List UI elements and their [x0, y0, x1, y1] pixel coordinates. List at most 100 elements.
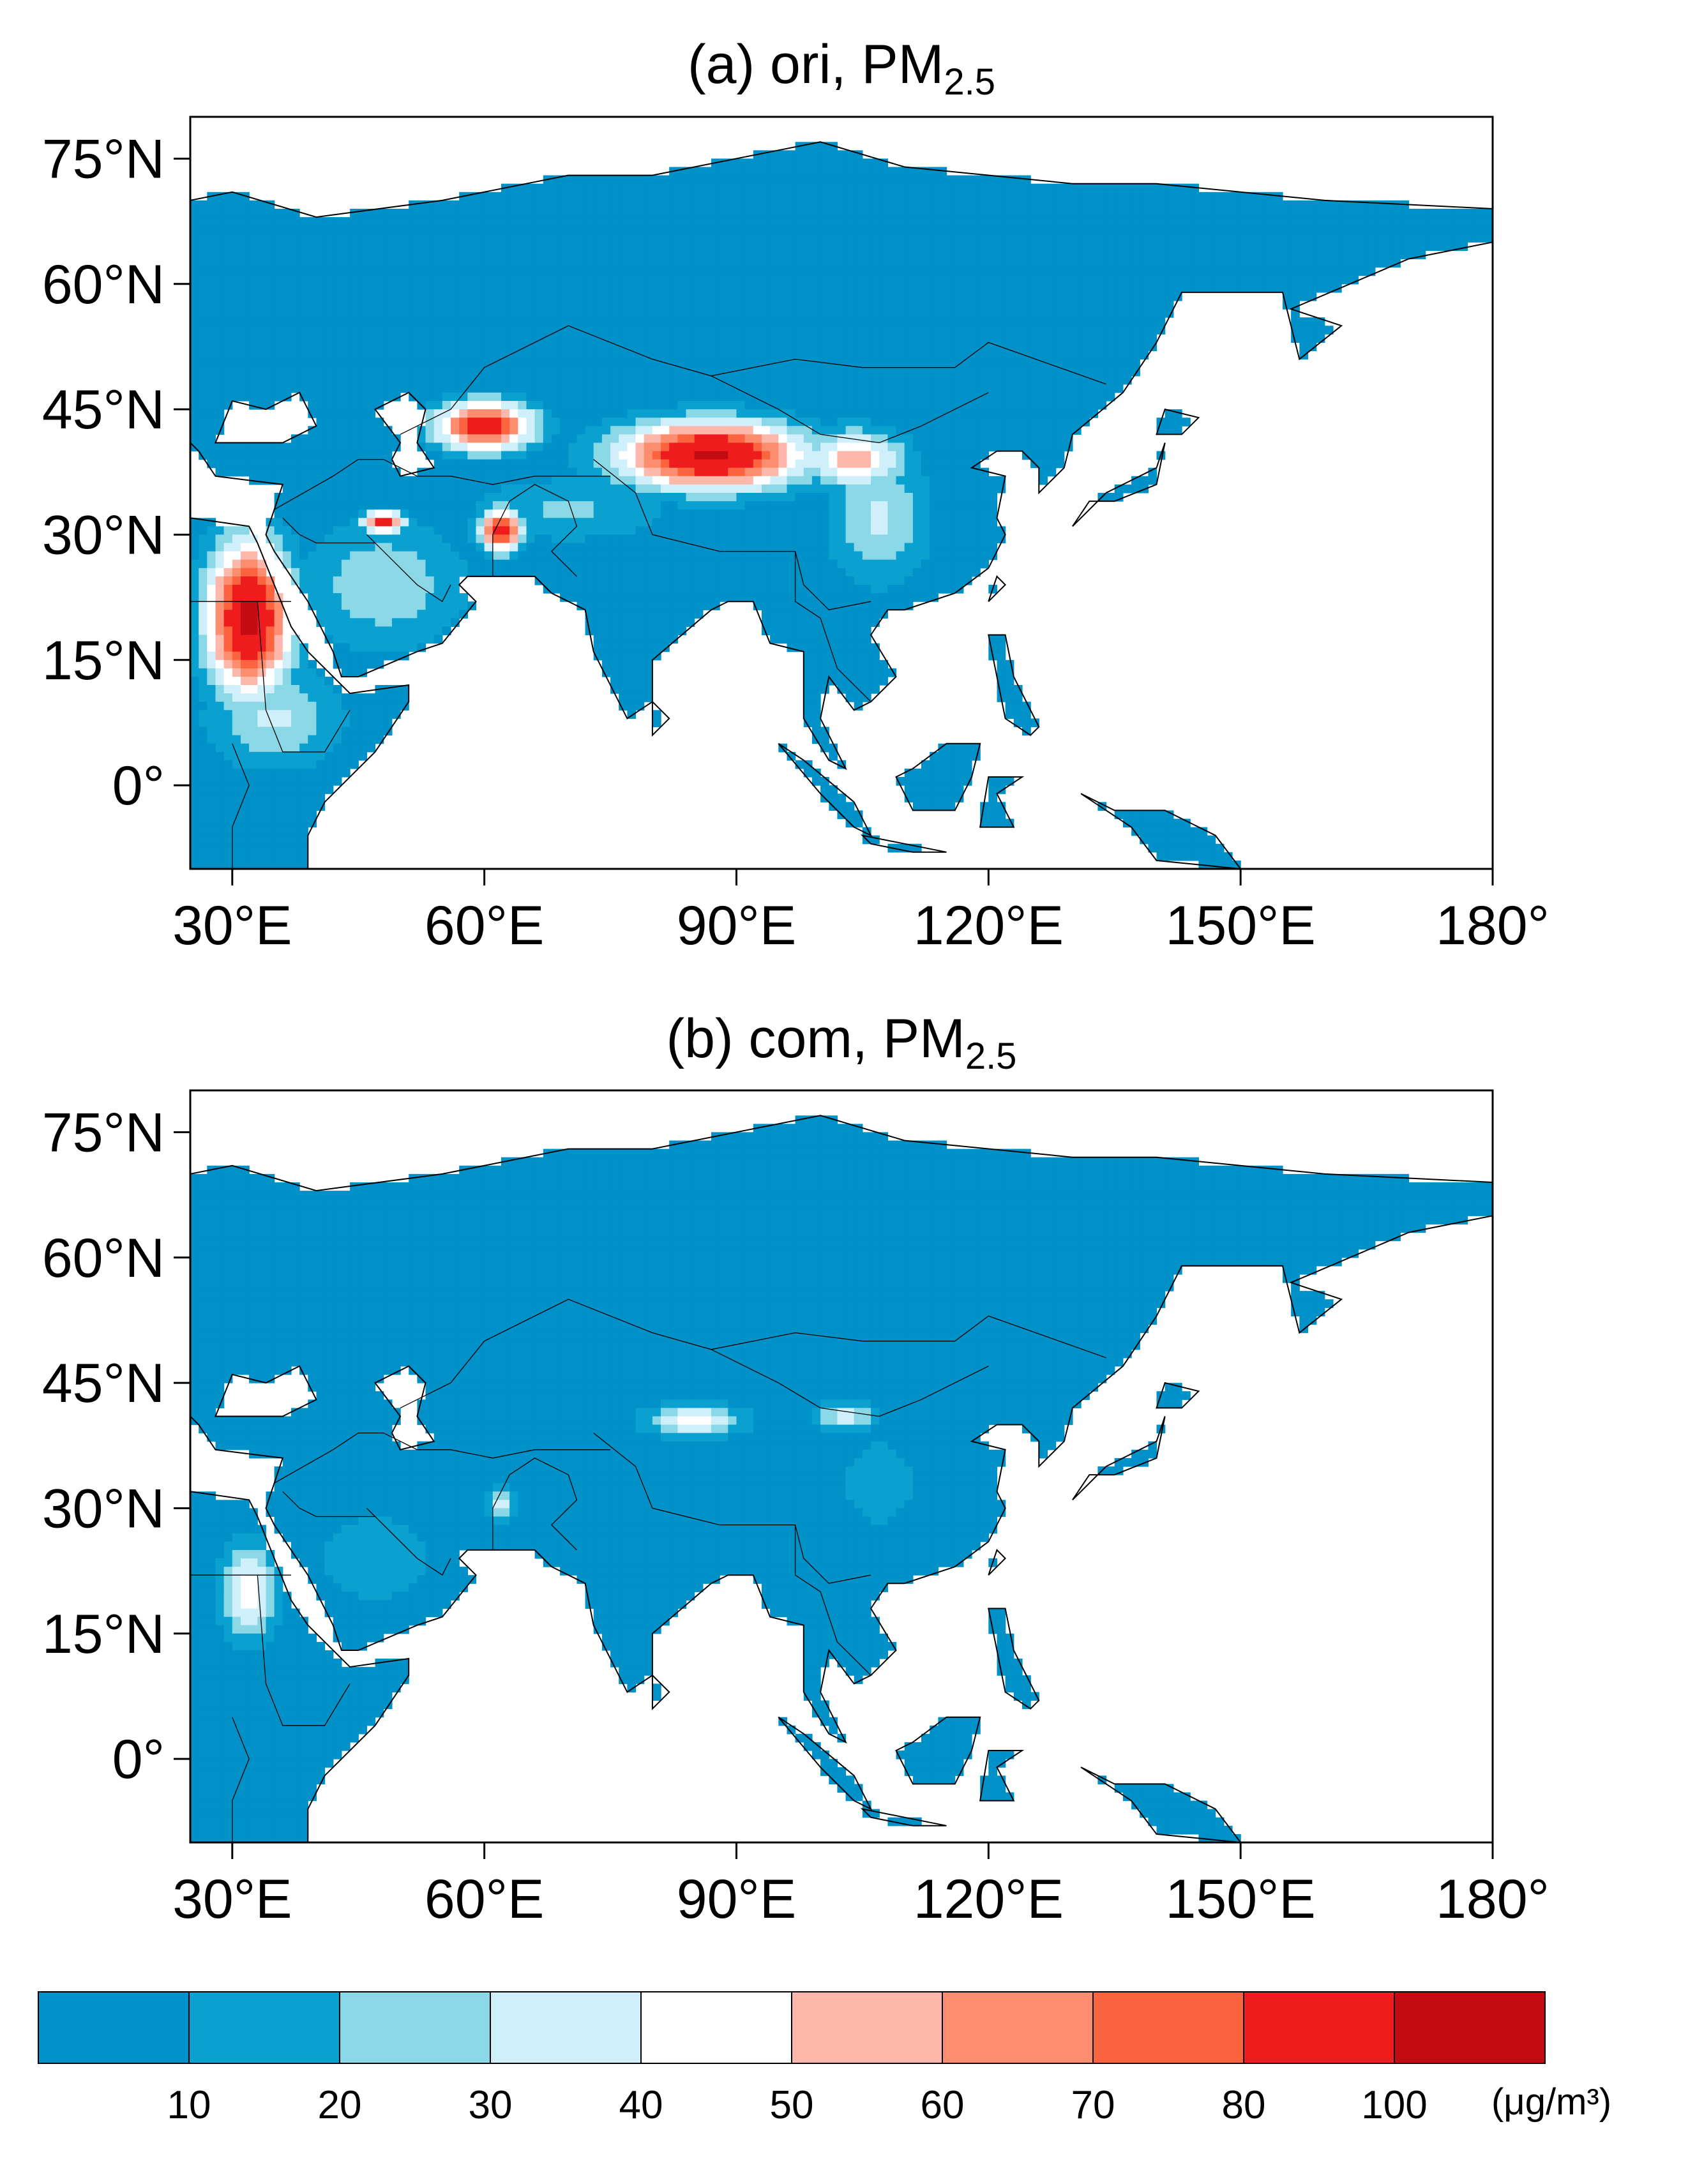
colorbar-box [791, 1991, 943, 2064]
panel-b-map-frame [189, 1089, 1494, 1844]
panel-b-coastlines [190, 1115, 1493, 1842]
coastline-japan [1072, 1416, 1166, 1501]
coastline-sulawesi [979, 776, 1025, 828]
coastline-japan [1072, 442, 1166, 527]
colorbar-label: 30 [469, 2083, 513, 2127]
y-tick-label: 0° [112, 755, 165, 817]
panel-b: (b) com, PM2.5 30°E 60°E 90°E 120°E 150°E 180… [42, 1008, 1549, 1930]
panel-b-title-subscript: 2.5 [965, 1036, 1017, 1077]
country-border [593, 1433, 871, 1584]
y-tick-label: 60°N [42, 254, 165, 315]
colorbar-label: 100 [1361, 2083, 1427, 2127]
country-border [366, 1507, 451, 1576]
colorbar-box [339, 1991, 491, 2064]
country-border [794, 551, 871, 702]
country-border [232, 1717, 250, 1842]
panel-b-y-axis: 75°N 60°N 45°N 30°N 15°N 0° [42, 1102, 190, 1790]
colorbar: 10 20 30 40 50 60 70 80 100 (μg/m³) [38, 1991, 1611, 2127]
y-tick-label: 30°N [42, 1478, 165, 1539]
x-tick-label: 30°E [172, 1869, 292, 1930]
panel-a-coastlines [190, 141, 1493, 869]
x-tick-label: 120°E [914, 1869, 1064, 1930]
x-tick-label: 150°E [1166, 895, 1316, 956]
y-tick-label: 75°N [42, 1102, 165, 1163]
y-tick-label: 30°N [42, 504, 165, 566]
country-border [282, 517, 375, 544]
country-border [711, 375, 989, 444]
x-tick-label: 30°E [172, 895, 292, 956]
colorbar-box [38, 1991, 190, 2064]
coastline-africa [190, 517, 410, 869]
x-tick-label: 180° [1436, 1869, 1549, 1930]
panel-b-x-axis: 30°E 60°E 90°E 120°E 150°E 180° [172, 1842, 1549, 1930]
colorbar-box [942, 1991, 1094, 2064]
coastline-sri-lanka [651, 700, 670, 737]
country-border [274, 458, 611, 510]
colorbar-label: 60 [921, 2083, 965, 2127]
country-border [282, 1491, 375, 1518]
coastline-philippines [988, 634, 1040, 736]
coastline-africa [190, 1491, 410, 1842]
country-border [492, 1457, 578, 1551]
coastline-borneo [895, 1716, 981, 1785]
coastline-taiwan [988, 1549, 1007, 1576]
x-tick-label: 180° [1436, 895, 1549, 956]
x-tick-label: 150°E [1166, 1869, 1316, 1930]
coastline-java [860, 1807, 947, 1826]
panel-a-y-axis: 75°N 60°N 45°N 30°N 15°N 0° [42, 128, 190, 817]
coastline-eurasia [190, 1115, 1493, 1744]
panel-a-title-subscript: 2.5 [944, 61, 995, 103]
panel-b-pm25-field [190, 1115, 1493, 1842]
colorbar-label: 40 [619, 2083, 663, 2127]
coastline-sumatra [778, 1716, 873, 1811]
coastline-eurasia [190, 141, 1493, 771]
coastline-sumatra [778, 742, 873, 837]
y-tick-label: 15°N [42, 630, 165, 691]
x-tick-label: 60°E [425, 895, 544, 956]
colorbar-box [1243, 1991, 1395, 2064]
x-tick-label: 60°E [425, 1869, 544, 1930]
coastline-borneo [895, 742, 981, 811]
y-tick-label: 45°N [42, 1353, 165, 1414]
x-tick-label: 90°E [677, 1869, 796, 1930]
coastline-new-guinea [1080, 1766, 1242, 1842]
coastline-caspian [373, 391, 435, 477]
country-border [274, 1432, 611, 1484]
colorbar-boxes [38, 1991, 1546, 2064]
colorbar-label: 70 [1071, 2083, 1115, 2127]
colorbar-label: 80 [1222, 2083, 1266, 2127]
y-tick-label: 75°N [42, 128, 165, 190]
country-border [257, 601, 351, 753]
country-border [257, 1575, 351, 1726]
coastline-hokkaido [1156, 1382, 1200, 1409]
coastline-java [860, 834, 947, 853]
panel-b-title: (b) com, PM2.5 [667, 1008, 1017, 1077]
panel-a-map-frame [189, 116, 1494, 870]
country-border [794, 1525, 871, 1676]
coastline-taiwan [988, 575, 1007, 602]
country-border [366, 534, 451, 603]
panel-a-title: (a) ori, PM2.5 [688, 34, 995, 103]
coastline-caspian [373, 1365, 435, 1450]
coastline-new-guinea [1080, 793, 1242, 869]
y-tick-label: 15°N [42, 1604, 165, 1665]
colorbar-label: 20 [318, 2083, 362, 2127]
x-tick-label: 90°E [677, 895, 796, 956]
panel-a-map [190, 141, 1493, 869]
coastline-philippines [988, 1608, 1040, 1710]
x-tick-label: 120°E [914, 895, 1064, 956]
coastline-hokkaido [1156, 408, 1200, 435]
country-border [492, 484, 578, 577]
coastline-sulawesi [979, 1750, 1025, 1802]
panel-a-x-axis: 30°E 60°E 90°E 120°E 150°E 180° [172, 869, 1549, 956]
colorbar-labels: 10 20 30 40 50 60 70 80 100 [167, 2083, 1428, 2127]
y-tick-label: 60°N [42, 1228, 165, 1289]
coastline-black-sea [215, 391, 317, 444]
coastline-black-sea [215, 1365, 317, 1417]
country-border [593, 459, 871, 610]
colorbar-box [1394, 1991, 1546, 2064]
panel-a-pm25-field [190, 142, 1493, 869]
colorbar-box [490, 1991, 642, 2064]
colorbar-label: 50 [770, 2083, 814, 2127]
